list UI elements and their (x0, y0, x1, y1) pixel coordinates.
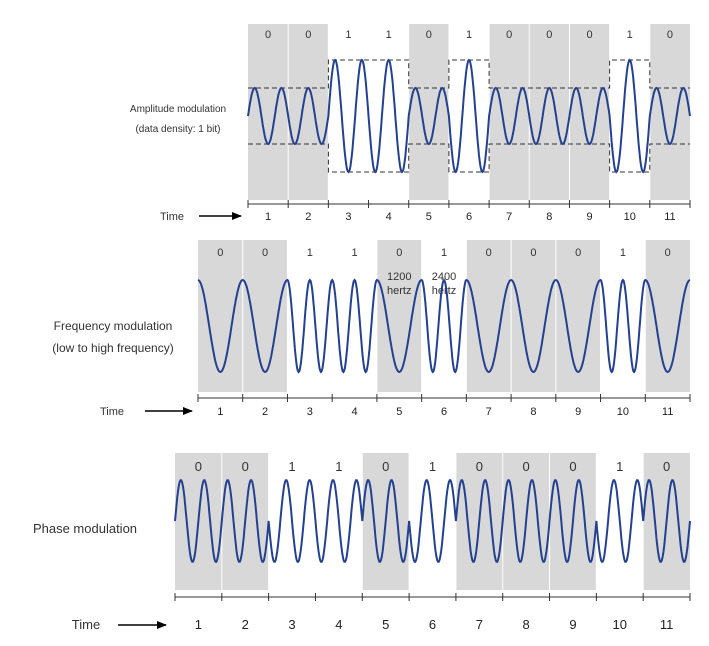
frequency-panel-label: (low to high frequency) (52, 341, 173, 355)
amplitude-tick-label: 6 (466, 211, 472, 223)
amplitude-zero-slot (408, 24, 449, 200)
phase-bit-label: 0 (195, 459, 202, 474)
frequency-tick-label: 2 (262, 406, 268, 418)
phase-panel-label: Phase modulation (33, 521, 137, 536)
frequency-tick-label: 11 (662, 406, 673, 418)
amplitude-bit-label: 0 (586, 29, 592, 41)
amplitude-bit-label: 0 (667, 29, 673, 41)
amplitude-tick-label: 3 (345, 211, 351, 223)
phase-bit-label: 1 (335, 459, 342, 474)
phase-bit-label: 0 (242, 459, 249, 474)
frequency-zero-slot (645, 240, 690, 392)
amplitude-tick-label: 2 (305, 211, 311, 223)
amplitude-zero-slot (248, 24, 289, 200)
amplitude-panel-label: (data density: 1 bit) (135, 124, 220, 135)
amplitude-bit-label: 0 (506, 29, 512, 41)
phase-bit-label: 1 (616, 459, 623, 474)
frequency-bit-label: 0 (262, 247, 268, 259)
phase-tick-label: 10 (613, 617, 627, 632)
phase-tick-label: 7 (476, 617, 483, 632)
amplitude-zero-slot (288, 24, 329, 200)
phase-tick-label: 2 (242, 617, 249, 632)
frequency-bit-label: 1 (620, 247, 626, 259)
frequency-bit-label: 0 (217, 247, 223, 259)
amplitude-zero-slot (489, 24, 530, 200)
phase-tick-label: 1 (195, 617, 202, 632)
frequency-tick-label: 1 (217, 406, 223, 418)
frequency-zero-slot (242, 240, 288, 392)
phase-tick-label: 11 (660, 617, 674, 632)
frequency-tick-label: 9 (575, 406, 581, 418)
frequency-note-unit: hertz (387, 285, 411, 297)
phase-time-label: Time (72, 617, 100, 632)
amplitude-bit-label: 0 (305, 29, 311, 41)
phase-tick-label: 3 (288, 617, 295, 632)
frequency-time-label: Time (100, 406, 124, 418)
frequency-bit-label: 1 (307, 247, 313, 259)
frequency-bit-label: 0 (575, 247, 581, 259)
phase-bit-label: 1 (288, 459, 295, 474)
frequency-tick-label: 8 (530, 406, 536, 418)
amplitude-bit-label: 0 (546, 29, 552, 41)
frequency-panel-label: Frequency modulation (54, 319, 173, 333)
amplitude-tick-label: 5 (426, 211, 432, 223)
amplitude-tick-label: 7 (506, 211, 512, 223)
frequency-bit-label: 0 (486, 247, 492, 259)
phase-bit-label: 0 (523, 459, 530, 474)
frequency-tick-label: 7 (486, 406, 492, 418)
frequency-note-unit: hertz (432, 285, 456, 297)
frequency-bit-label: 1 (441, 247, 447, 259)
amplitude-panel-label: Amplitude modulation (130, 104, 226, 115)
frequency-tick-label: 6 (441, 406, 447, 418)
phase-bit-label: 0 (476, 459, 483, 474)
amplitude-tick-label: 9 (586, 211, 592, 223)
frequency-note-value: 1200 (387, 271, 411, 283)
frequency-waveform (197, 278, 691, 374)
amplitude-tick-label: 4 (386, 211, 392, 223)
amplitude-zero-slot (649, 24, 690, 200)
frequency-tick-label: 4 (351, 406, 357, 418)
frequency-bit-label: 0 (530, 247, 536, 259)
phase-bit-label: 0 (663, 459, 670, 474)
amplitude-bit-label: 1 (345, 29, 351, 41)
amplitude-zero-slot (529, 24, 570, 200)
frequency-bit-label: 0 (665, 247, 671, 259)
phase-waveform (174, 479, 691, 563)
phase-tick-label: 8 (523, 617, 530, 632)
frequency-tick-label: 3 (307, 406, 313, 418)
frequency-zero-slot (198, 240, 243, 392)
amplitude-bit-label: 1 (466, 29, 472, 41)
phase-bit-label: 1 (429, 459, 436, 474)
amplitude-bit-label: 0 (426, 29, 432, 41)
amplitude-waveform (247, 58, 691, 174)
amplitude-zero-slot (569, 24, 610, 200)
frequency-note-value: 2400 (432, 271, 456, 283)
frequency-zero-slot (511, 240, 556, 392)
phase-bit-label: 0 (382, 459, 389, 474)
frequency-bit-label: 0 (396, 247, 402, 259)
frequency-zero-slot (466, 240, 512, 392)
frequency-zero-slot (555, 240, 601, 392)
amplitude-bit-label: 1 (386, 29, 392, 41)
frequency-zero-slot (376, 240, 422, 392)
amplitude-tick-label: 1 (265, 211, 271, 223)
frequency-tick-label: 10 (617, 406, 629, 418)
phase-tick-label: 5 (382, 617, 389, 632)
phase-tick-label: 6 (429, 617, 436, 632)
phase-tick-label: 9 (569, 617, 576, 632)
amplitude-tick-label: 10 (624, 211, 636, 223)
amplitude-tick-label: 11 (664, 211, 675, 223)
amplitude-tick-label: 8 (546, 211, 552, 223)
amplitude-time-label: Time (160, 211, 184, 223)
frequency-bit-label: 1 (351, 247, 357, 259)
amplitude-bit-label: 0 (265, 29, 271, 41)
amplitude-bit-label: 1 (627, 29, 633, 41)
phase-tick-label: 4 (335, 617, 342, 632)
phase-bit-label: 0 (569, 459, 576, 474)
frequency-tick-label: 5 (396, 406, 402, 418)
